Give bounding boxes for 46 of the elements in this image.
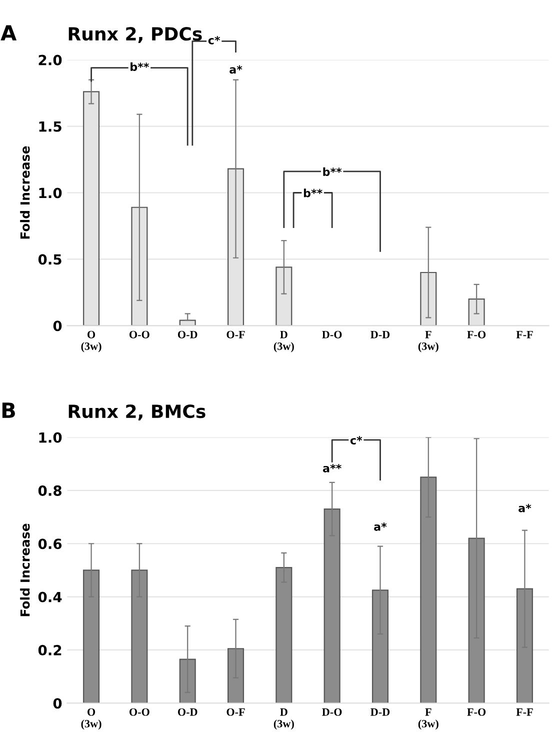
x-tick-label: D-D bbox=[370, 330, 390, 338]
text: B bbox=[2, 402, 15, 418]
y-tick-label: 1.0 bbox=[39, 432, 62, 443]
x-tick-label: O-F bbox=[226, 330, 245, 338]
annotation: a* bbox=[518, 504, 532, 512]
x-tick-label: D-O bbox=[322, 330, 342, 338]
x-tick-label: O-F bbox=[226, 708, 245, 716]
x-tick-label: O-O bbox=[129, 708, 150, 716]
text: c* bbox=[208, 36, 220, 44]
chart-title: Runx 2, PDCs bbox=[68, 26, 202, 43]
y-tick-label: 0 bbox=[53, 698, 62, 709]
annotation: b** bbox=[304, 188, 322, 198]
annotation: c* bbox=[350, 436, 362, 444]
chart-title: Runx 2, BMCs bbox=[68, 404, 206, 420]
annotation: a* bbox=[374, 522, 387, 531]
text: A bbox=[0, 25, 17, 40]
y-tick-label: 0.8 bbox=[38, 485, 62, 496]
x-tick-label: D-D bbox=[370, 708, 390, 716]
x-tick-label: O-D bbox=[178, 330, 198, 338]
x-tick-label: F-F bbox=[516, 708, 533, 716]
annotation: b** bbox=[130, 62, 150, 71]
annotation: a* bbox=[230, 65, 242, 74]
x-tick-label: F (3w) bbox=[418, 330, 438, 352]
x-tick-label: F (3w) bbox=[418, 708, 438, 730]
x-tick-label: O-D bbox=[178, 708, 198, 716]
x-tick-label: F-F bbox=[516, 330, 533, 338]
annotation: a** bbox=[323, 464, 342, 472]
y-tick-label: 1.0 bbox=[39, 188, 62, 198]
y-tick-label: 0.6 bbox=[38, 538, 62, 550]
y-axis-title: Fold Increase bbox=[20, 146, 30, 239]
x-tick-label: F-O bbox=[467, 708, 486, 716]
y-tick-label: 1.5 bbox=[39, 121, 62, 132]
x-tick-label: O-O bbox=[129, 330, 150, 338]
y-tick-label: 0.5 bbox=[38, 254, 62, 265]
y-tick-label: 0.2 bbox=[38, 644, 62, 656]
x-tick-label: D (3w) bbox=[274, 708, 294, 730]
x-tick-label: O (3w) bbox=[81, 330, 102, 352]
x-tick-label: F-O bbox=[467, 330, 486, 338]
x-tick-label: O (3w) bbox=[81, 708, 102, 730]
x-tick-label: D-O bbox=[322, 708, 342, 716]
y-tick-label: 0.4 bbox=[38, 592, 62, 602]
y-axis-title: Fold Increase bbox=[20, 524, 30, 616]
y-tick-label: 2.0 bbox=[38, 54, 62, 66]
annotation: b** bbox=[323, 167, 342, 176]
x-tick-label: D (3w) bbox=[274, 330, 294, 352]
y-tick-label: 0 bbox=[53, 320, 62, 332]
